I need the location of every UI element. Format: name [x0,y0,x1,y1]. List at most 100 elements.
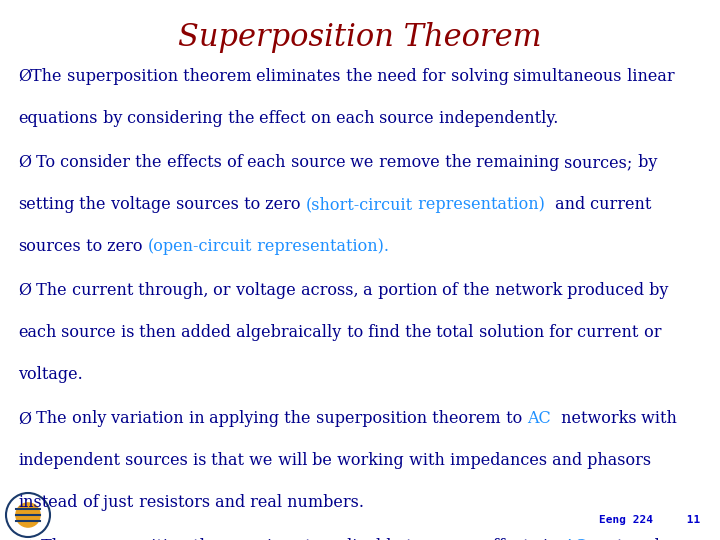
Text: (short-circuit: (short-circuit [305,196,413,213]
Text: independently.: independently. [434,110,559,127]
Text: setting: setting [18,196,74,213]
Text: each: each [18,324,56,341]
Text: in: in [184,410,204,427]
Text: through,: through, [133,282,209,299]
Text: power: power [422,538,478,540]
Text: or: or [209,282,231,299]
Text: theorem: theorem [178,68,251,85]
Text: by: by [97,110,122,127]
Text: representation): representation) [413,196,544,213]
Text: voltage: voltage [231,282,296,299]
Text: solving: solving [446,68,508,85]
Text: considering: considering [122,110,222,127]
Text: source: source [56,324,116,341]
Text: not: not [280,538,312,540]
Text: just: just [98,494,133,511]
Text: is: is [188,453,207,469]
Text: added: added [176,324,231,341]
Text: theorem: theorem [427,410,500,427]
Text: theorem: theorem [188,538,261,540]
Text: we: we [346,154,374,171]
Text: independent: independent [18,453,120,469]
Text: the: the [341,68,372,85]
Text: algebraically: algebraically [231,324,341,341]
Text: the: the [439,154,471,171]
Text: Ø: Ø [18,410,31,427]
Text: the: the [279,410,311,427]
Text: that: that [207,453,244,469]
Text: equations: equations [18,110,97,127]
Text: for: for [417,68,446,85]
Text: for: for [544,324,572,341]
Text: is: is [116,324,135,341]
Text: on: on [306,110,331,127]
Text: of: of [222,154,242,171]
Text: networks: networks [556,410,636,427]
Text: by: by [633,154,657,171]
Text: and: and [549,196,585,213]
Text: ØThe: ØThe [18,68,61,85]
Text: then: then [135,324,176,341]
Text: with: with [636,410,678,427]
Text: of: of [78,494,98,511]
Text: remaining: remaining [471,154,559,171]
Text: superposition: superposition [61,68,178,85]
Text: zero: zero [102,238,143,255]
Text: real: real [245,494,282,511]
Text: AC: AC [527,410,551,427]
Text: to: to [400,538,422,540]
Text: effect: effect [254,110,306,127]
Text: source: source [374,110,434,127]
Text: AC: AC [564,538,588,540]
Circle shape [16,503,40,527]
Text: superposition: superposition [311,410,427,427]
Text: need: need [372,68,417,85]
Text: resistors: resistors [133,494,210,511]
Text: find: find [363,324,400,341]
Text: the: the [74,196,106,213]
Text: by: by [644,282,668,299]
Text: Ø: Ø [18,154,31,171]
Text: linear: linear [622,68,675,85]
Text: to: to [238,196,260,213]
Text: sources: sources [171,196,238,213]
Text: and: and [547,453,582,469]
Text: voltage: voltage [106,196,171,213]
Text: simultaneous: simultaneous [508,68,622,85]
Text: the: the [458,282,490,299]
Text: we: we [244,453,273,469]
Text: only: only [67,410,106,427]
Text: instead: instead [18,494,78,511]
Text: in: in [538,538,559,540]
Text: the: the [130,154,161,171]
Text: effects: effects [478,538,538,540]
Text: each: each [242,154,286,171]
Text: remove: remove [374,154,439,171]
Text: with: with [404,453,445,469]
Text: superposition: superposition [72,538,188,540]
Text: source: source [286,154,346,171]
Text: solution: solution [474,324,544,341]
Text: will: will [273,453,307,469]
Text: Superposition Theorem: Superposition Theorem [179,22,541,53]
Text: current: current [572,324,639,341]
Text: portion: portion [373,282,437,299]
Text: the: the [400,324,431,341]
Text: or: or [639,324,661,341]
Text: to: to [81,238,102,255]
Text: produced: produced [562,282,644,299]
Text: The: The [31,282,67,299]
Text: current: current [67,282,133,299]
Text: phasors: phasors [582,453,652,469]
Text: consider: consider [55,154,130,171]
Text: To: To [31,154,55,171]
Text: to: to [500,410,522,427]
Text: a: a [359,282,373,299]
Text: variation: variation [106,410,184,427]
Text: the: the [222,110,254,127]
Text: applicable: applicable [312,538,400,540]
Text: Ø: Ø [18,538,31,540]
Text: current: current [585,196,652,213]
Text: numbers.: numbers. [282,494,364,511]
Text: sources: sources [18,238,81,255]
